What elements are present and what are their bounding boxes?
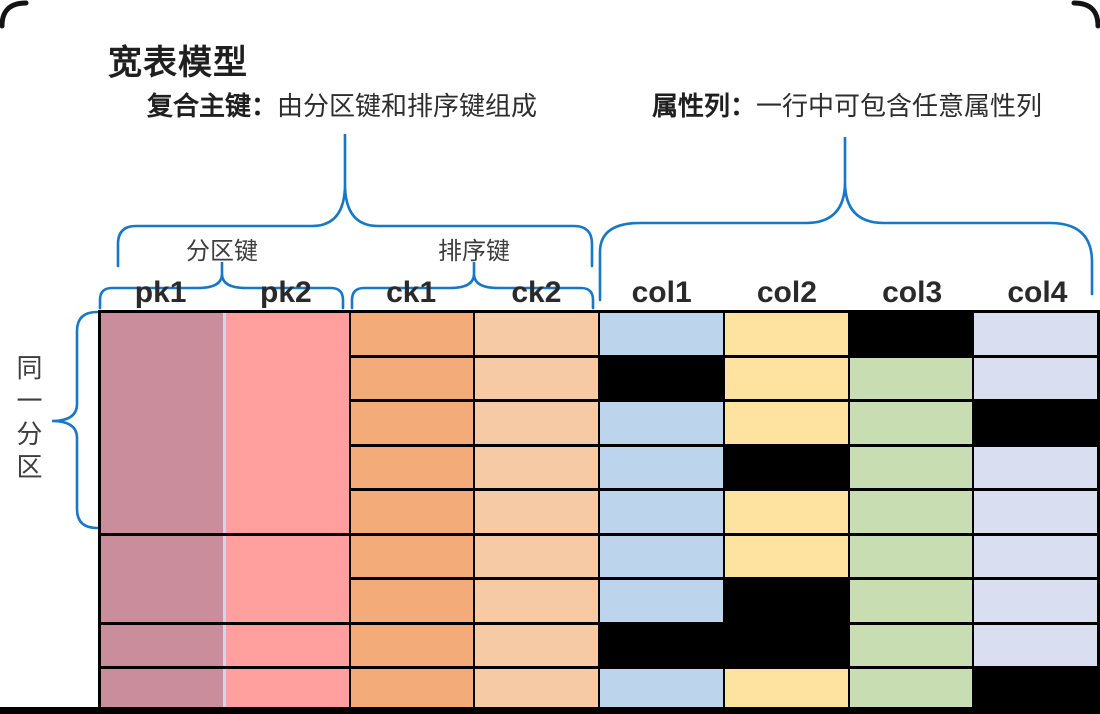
cell-col4-row7	[974, 580, 1097, 622]
page-title: 宽表模型	[108, 43, 248, 82]
annotation-composite-primary-key-desc: 由分区键和排序键组成	[277, 91, 538, 121]
cell-ck2-row9	[475, 669, 598, 711]
cell-col3-row2	[849, 357, 973, 400]
cell-col2-row3	[724, 402, 848, 444]
column-header-col2: col2	[756, 276, 817, 309]
cell-col2-row5	[724, 491, 848, 533]
annotation-composite-primary-key: 复合主键：由分区键和排序键组成	[147, 90, 537, 122]
column-header-col3: col3	[882, 276, 943, 309]
cell-ck1-row7	[350, 580, 474, 622]
corner-arc-top-right	[1071, 0, 1100, 29]
column-header-ck1: ck1	[386, 276, 437, 309]
cell-ck1-row9	[350, 669, 474, 711]
cell-col3-row9	[849, 669, 973, 711]
cell-ck2-row2	[475, 357, 598, 400]
cell-col2-row2	[724, 357, 848, 400]
pk-cell-partition-2	[101, 535, 349, 622]
cell-col1-row7	[600, 580, 723, 622]
cell-col3-row6	[849, 535, 973, 578]
cell-col1-row6	[600, 535, 723, 578]
cell-ck2-row5	[475, 491, 598, 533]
cell-ck1-row5	[350, 491, 474, 533]
cell-col4-row3-empty	[974, 402, 1097, 444]
cell-ck1-row4	[350, 446, 474, 489]
cell-col2-row4-empty	[724, 446, 848, 489]
brace-same-partition	[51, 310, 99, 530]
cell-ck2-row3	[475, 402, 598, 444]
cell-ck2-row4	[475, 446, 598, 489]
cell-col2-row7-empty	[724, 580, 848, 622]
cell-col3-row4	[849, 446, 973, 489]
cell-col4-row2	[974, 357, 1097, 400]
annotation-composite-primary-key-term: 复合主键：	[147, 91, 278, 121]
cell-ck1-row6	[350, 535, 474, 578]
cell-col2-row1	[724, 313, 848, 355]
pk-cell-partition-3	[101, 624, 349, 667]
cell-ck2-row8	[475, 624, 598, 667]
cell-ck1-row3	[350, 402, 474, 444]
cell-col1-row8-empty	[600, 624, 723, 667]
cell-col1-row4	[600, 446, 723, 489]
cell-ck1-row1	[350, 313, 474, 355]
cell-col2-row6	[724, 535, 848, 578]
pk-cell-partition-1	[101, 313, 349, 533]
cell-col3-row3	[849, 402, 973, 444]
cell-ck1-row2	[350, 357, 474, 400]
annotation-attribute-columns-desc: 一行中可包含任意属性列	[756, 91, 1043, 121]
label-partition-key: 分区键	[186, 238, 258, 265]
cell-col3-row7	[849, 580, 973, 622]
column-header-pk2: pk2	[260, 276, 312, 309]
column-header-row: pk1 pk2 ck1 ck2 col1 col2 col3 col4	[98, 277, 1100, 308]
column-header-ck2: ck2	[511, 276, 562, 309]
cell-col2-row8-empty	[724, 624, 848, 667]
annotation-attribute-columns: 属性列：一行中可包含任意属性列	[652, 90, 1042, 122]
cell-col1-row2-empty	[600, 357, 723, 400]
cell-ck1-row8	[350, 624, 474, 667]
cell-col4-row9-empty	[974, 669, 1097, 711]
cell-col4-row5	[974, 491, 1097, 533]
cell-col1-row5	[600, 491, 723, 533]
cell-ck2-row1	[475, 313, 598, 355]
cell-col2-row9	[724, 669, 848, 711]
column-header-col4: col4	[1007, 276, 1068, 309]
cell-col3-row1-empty	[849, 313, 973, 355]
cell-ck2-row7	[475, 580, 598, 622]
cell-col1-row1	[600, 313, 723, 355]
bottom-edge	[0, 707, 1100, 714]
label-sort-key: 排序键	[438, 238, 510, 265]
cell-col3-row8	[849, 624, 973, 667]
cell-col3-row5	[849, 491, 973, 533]
wide-table	[98, 310, 1100, 714]
corner-arc-top-left	[0, 0, 29, 29]
cell-ck2-row6	[475, 535, 598, 578]
cell-col4-row8	[974, 624, 1097, 667]
cell-col1-row9	[600, 669, 723, 711]
pk-cell-partition-4	[101, 669, 349, 711]
label-same-partition: 同一分区	[13, 354, 43, 486]
cell-col1-row3	[600, 402, 723, 444]
cell-col4-row4	[974, 446, 1097, 489]
cell-col4-row1	[974, 313, 1097, 355]
annotation-attribute-columns-term: 属性列：	[652, 91, 757, 121]
column-header-pk1: pk1	[134, 276, 187, 309]
column-header-col1: col1	[631, 276, 692, 309]
cell-col4-row6	[974, 535, 1097, 578]
